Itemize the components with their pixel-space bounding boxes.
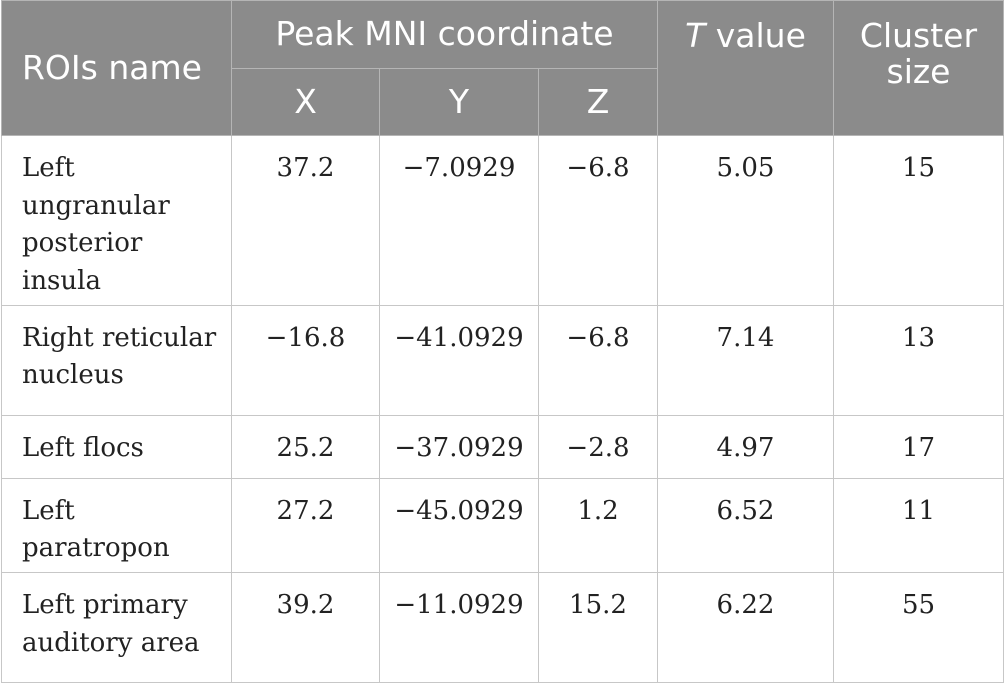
table-row: Right reticular nucleus −16.8 −41.0929 −…: [1, 304, 1004, 416]
cell-x: 37.2: [231, 135, 380, 306]
cell-roi-name: Left primary auditory area: [1, 572, 232, 683]
cell-x: −16.8: [231, 304, 380, 416]
header-y: Y: [379, 68, 539, 136]
cell-roi-name: Left flocs: [1, 414, 232, 479]
cell-cluster-size: 17: [833, 414, 1004, 479]
cell-t-value: 5.05: [657, 135, 834, 306]
header-z: Z: [538, 68, 658, 136]
header-cluster-size: Cluster size: [833, 0, 1004, 136]
header-t-symbol: T: [685, 16, 706, 55]
cell-y: −11.0929: [379, 572, 539, 683]
cell-t-value: 4.97: [657, 414, 834, 479]
cell-roi-name: Left ungranular posterior insula: [1, 135, 232, 306]
cell-z: −6.8: [538, 304, 658, 416]
header-t-value: T value: [657, 0, 834, 136]
cell-y: −45.0929: [379, 477, 539, 574]
cell-y: −41.0929: [379, 304, 539, 416]
table-row: Left ungranular posterior insula 37.2 −7…: [1, 135, 1004, 306]
cell-cluster-size: 55: [833, 572, 1004, 683]
cell-y: −37.0929: [379, 414, 539, 479]
cell-cluster-size: 11: [833, 477, 1004, 574]
cell-cluster-size: 15: [833, 135, 1004, 306]
cell-roi-name: Left paratropon: [1, 477, 232, 574]
table-row: Left paratropon 27.2 −45.0929 1.2 6.52 1…: [1, 477, 1004, 574]
cell-z: 15.2: [538, 572, 658, 683]
cell-t-value: 7.14: [657, 304, 834, 416]
header-roi-name: ROIs name: [1, 0, 232, 136]
header-row-sub: X Y Z: [2, 68, 1004, 136]
cell-x: 25.2: [231, 414, 380, 479]
cell-t-value: 6.22: [657, 572, 834, 683]
header-peak-mni-coordinate: Peak MNI coordinate: [231, 0, 658, 69]
table-row: Left primary auditory area 39.2 −11.0929…: [1, 572, 1004, 683]
header-t-label: value: [705, 16, 806, 55]
table-body: Left ungranular posterior insula 37.2 −7…: [1, 135, 1004, 683]
cell-z: −2.8: [538, 414, 658, 479]
cell-cluster-size: 13: [833, 304, 1004, 416]
table-row: Left flocs 25.2 −37.0929 −2.8 4.97 17: [1, 414, 1004, 479]
table-header: ROIs name Peak MNI coordinate T value Cl…: [1, 0, 1004, 136]
cell-z: 1.2: [538, 477, 658, 574]
cell-z: −6.8: [538, 135, 658, 306]
cell-y: −7.0929: [379, 135, 539, 306]
cell-x: 27.2: [231, 477, 380, 574]
cell-roi-name: Right reticular nucleus: [1, 304, 232, 416]
cell-x: 39.2: [231, 572, 380, 683]
header-row-top: ROIs name Peak MNI coordinate T value Cl…: [1, 0, 1004, 136]
cell-t-value: 6.52: [657, 477, 834, 574]
header-x: X: [231, 68, 380, 136]
